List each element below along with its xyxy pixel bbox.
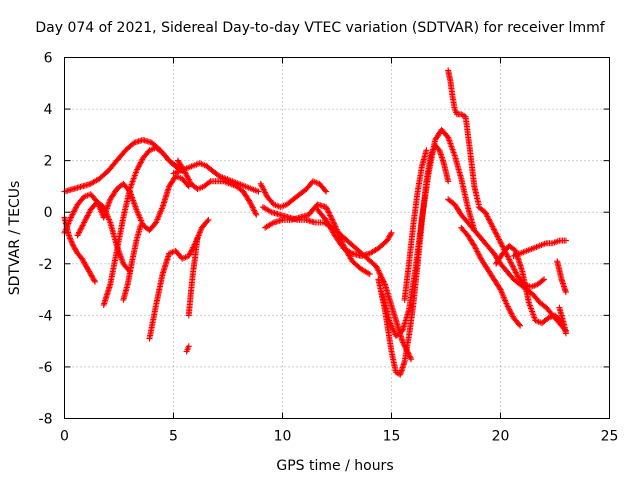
series-arc-4	[100, 144, 186, 308]
plot-frame	[64, 57, 610, 419]
data-markers	[185, 235, 201, 319]
x-tick-label: 5	[169, 429, 178, 445]
data-markers	[257, 178, 330, 211]
x-tick-label: 0	[60, 429, 69, 445]
series-arc-12	[174, 157, 260, 218]
series-arc-10	[183, 343, 192, 355]
data-markers	[100, 173, 192, 234]
x-tick-label: 10	[274, 429, 292, 445]
series-arc-8	[146, 216, 212, 342]
data-markers	[401, 147, 430, 303]
y-tick-label: -4	[39, 308, 53, 324]
data-markers	[120, 222, 144, 303]
data-markers	[174, 157, 260, 218]
y-tick-label: -8	[39, 412, 53, 428]
data-markers	[183, 343, 192, 355]
data-markers	[458, 224, 524, 329]
data-markers	[314, 206, 395, 259]
data-markers	[74, 198, 133, 275]
series-arc-6	[74, 198, 133, 275]
y-tick-label: -2	[39, 257, 53, 273]
series-arc-9	[185, 235, 201, 319]
y-tick-label: 4	[44, 102, 53, 118]
y-tick-label: 6	[44, 51, 53, 67]
y-tick-label: 0	[44, 205, 53, 221]
axis-ticks: 0 5 10 15 20 25 -8 -6 -4 -2 0 2 4 6	[39, 51, 619, 445]
data-markers	[379, 126, 478, 339]
series-arc-27	[556, 304, 569, 337]
data-markers	[554, 258, 569, 296]
chart-title: Day 074 of 2021, Sidereal Day-to-day VTE…	[35, 20, 605, 36]
series-arc-5	[100, 173, 192, 234]
series-arc-24	[493, 242, 565, 327]
series-arc-18	[379, 126, 478, 339]
plot-area	[61, 67, 569, 378]
y-axis-label: SDTVAR / TECUs	[7, 181, 23, 296]
data-markers	[445, 67, 482, 208]
x-tick-label: 25	[601, 429, 619, 445]
series-arc-20	[445, 67, 482, 208]
series-arc-26	[554, 258, 569, 296]
x-tick-label: 15	[383, 429, 401, 445]
data-markers	[146, 216, 212, 342]
data-markers	[510, 237, 569, 259]
data-markers	[100, 144, 186, 308]
x-tick-label: 20	[492, 429, 510, 445]
x-axis-label: GPS time / hours	[276, 458, 393, 474]
grid	[64, 57, 610, 419]
series-arc-22	[458, 224, 524, 329]
series-arc-13	[257, 178, 330, 211]
y-tick-label: -6	[39, 360, 53, 376]
series-arc-7	[120, 222, 144, 303]
data-markers	[556, 304, 569, 337]
y-tick-label: 2	[44, 154, 53, 170]
data-markers	[493, 242, 565, 327]
series-arc-19	[401, 147, 430, 303]
series-arc-16	[314, 206, 395, 259]
series-arc-25	[510, 237, 569, 259]
